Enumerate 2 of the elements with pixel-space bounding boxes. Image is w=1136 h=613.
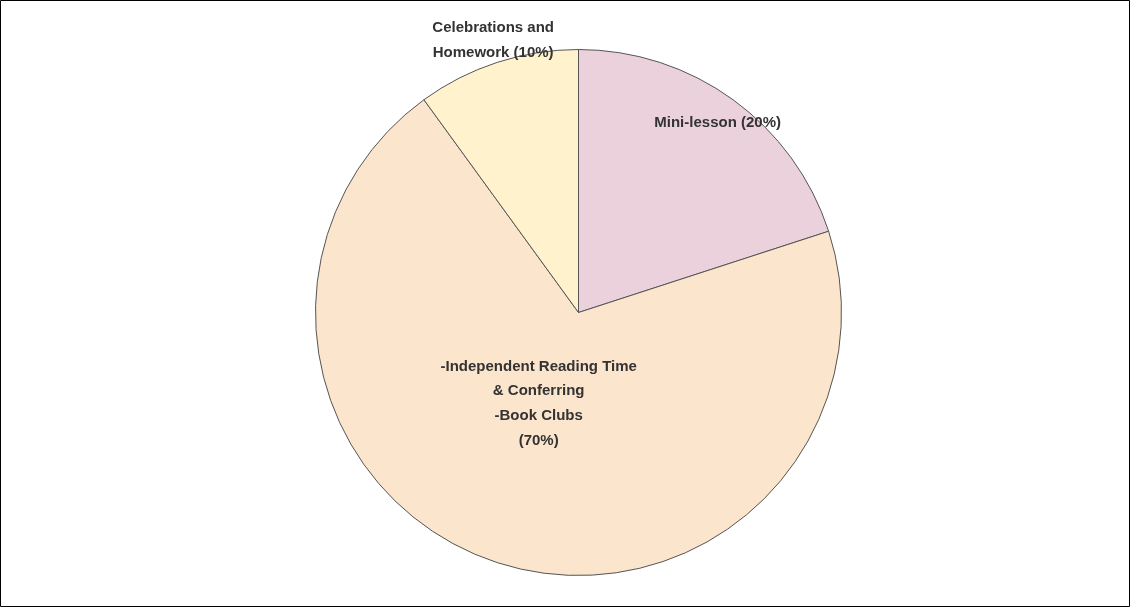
slice-label: Mini-lesson (20%) — [654, 112, 781, 130]
slice-label: -Independent Reading Time & Conferring -Book Clubs (70%) — [440, 356, 637, 448]
